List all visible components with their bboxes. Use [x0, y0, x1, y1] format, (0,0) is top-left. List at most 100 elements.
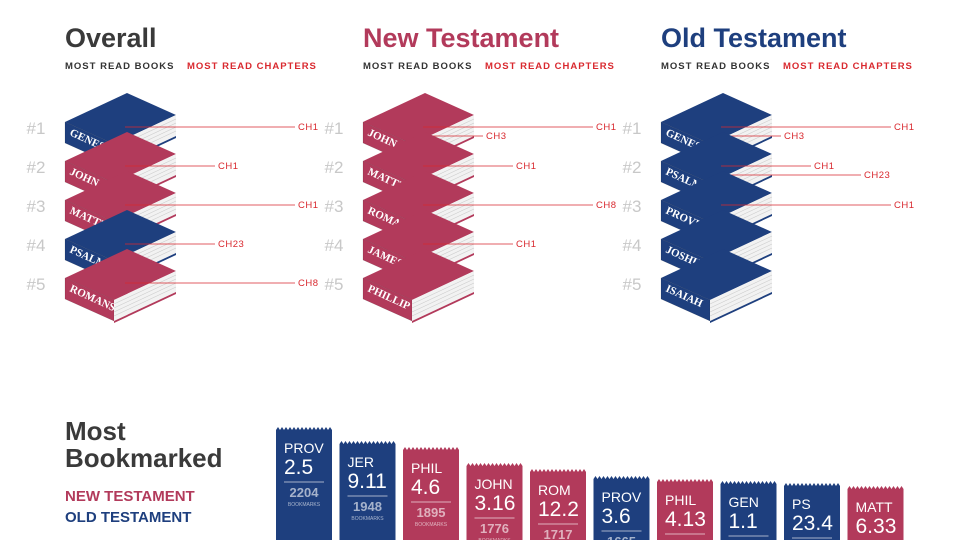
- title-line: Bookmarked: [65, 443, 223, 473]
- verse-ref: 1.1: [729, 510, 758, 533]
- verse-ref: 4.13: [665, 508, 706, 531]
- book-top: [363, 249, 474, 300]
- chapter-label: CH8: [298, 278, 319, 289]
- book-back: [412, 292, 474, 323]
- bookmark-count: 1641: [671, 537, 700, 540]
- page-line: [113, 274, 177, 305]
- chapter-label: CH1: [298, 200, 319, 211]
- page-line: [709, 286, 773, 317]
- chapter-label: CH1: [596, 122, 617, 133]
- rank: #1: [27, 119, 46, 138]
- verse-book: PROV: [284, 440, 324, 456]
- bookmark-ribbon: [720, 481, 777, 540]
- verse-book: PHIL: [665, 492, 696, 508]
- bookmark-ribbon: [466, 463, 523, 540]
- page-line: [411, 286, 475, 317]
- verse-ref: 3.6: [602, 505, 631, 528]
- rank: #3: [623, 197, 642, 216]
- chapter-label: CH1: [814, 161, 835, 172]
- rank: #5: [325, 275, 344, 294]
- tab: MOST READ CHAPTERS: [187, 61, 317, 72]
- chapter-label: CH23: [218, 239, 244, 250]
- verse-book: PROV: [602, 489, 642, 505]
- section-title: Old Testament: [661, 23, 847, 53]
- book-top: [363, 210, 474, 261]
- bookmark-ribbon: [593, 476, 650, 540]
- rank: #4: [27, 236, 46, 255]
- section-title: Overall: [65, 23, 157, 53]
- rank: #5: [27, 275, 46, 294]
- bookmark-unit: BOOKMARKS: [351, 516, 384, 522]
- book-top: [363, 132, 474, 183]
- chapter-label: CH23: [864, 170, 890, 181]
- book-top: [661, 132, 772, 183]
- tab: MOST READ BOOKS: [661, 61, 770, 72]
- page-line: [113, 282, 177, 313]
- page-line: [411, 278, 475, 309]
- rank: #4: [623, 236, 642, 255]
- page-line: [709, 282, 773, 313]
- book-back: [710, 292, 772, 323]
- tab: MOST READ CHAPTERS: [485, 61, 615, 72]
- verse-ref: 12.2: [538, 498, 579, 521]
- verse-ref: 3.16: [475, 492, 516, 515]
- rank: #2: [325, 158, 344, 177]
- verse-ref: 6.33: [856, 515, 897, 538]
- bookmark-ribbon: [530, 469, 586, 540]
- rank: #2: [27, 158, 46, 177]
- book-back: [114, 292, 176, 323]
- page-line: [411, 282, 475, 313]
- book-top: [661, 210, 772, 261]
- bookmark-count: 1895: [417, 505, 446, 520]
- bookmark-ribbon: [784, 483, 840, 540]
- page-line: [113, 286, 177, 317]
- book-top: [363, 93, 474, 144]
- verse-book: MATT: [856, 499, 894, 515]
- page-line: [709, 274, 773, 305]
- verse-book: PHIL: [411, 460, 442, 476]
- book-top: [65, 210, 176, 261]
- tab: MOST READ BOOKS: [363, 61, 472, 72]
- bookmark-count: 1776: [480, 521, 509, 536]
- chapter-label: CH8: [596, 200, 617, 211]
- bookmark-count: 1717: [544, 527, 573, 540]
- verse-book: ROM: [538, 482, 571, 498]
- bookmarked-title: Most Bookmarked: [65, 416, 223, 473]
- bookmark-unit: BOOKMARKS: [478, 538, 511, 540]
- bookmark-ribbon: [403, 447, 459, 540]
- chapter-label: CH1: [894, 200, 915, 211]
- bookmark-unit: BOOKMARKS: [415, 522, 448, 528]
- chapter-label: CH1: [516, 161, 537, 172]
- section-title: New Testament: [363, 23, 559, 53]
- rank: #2: [623, 158, 642, 177]
- verse-book: JER: [348, 454, 374, 470]
- chapter-label: CH1: [218, 161, 239, 172]
- book-top: [661, 249, 772, 300]
- chapter-label: CH1: [894, 122, 915, 133]
- rank: #1: [623, 119, 642, 138]
- book-top: [65, 249, 176, 300]
- verse-ref: 2.5: [284, 456, 313, 479]
- chapter-label: CH3: [784, 131, 805, 142]
- bookmark-count: 2204: [290, 485, 320, 500]
- book-top: [363, 171, 474, 222]
- verse-book: PS: [792, 496, 811, 512]
- verse-ref: 23.4: [792, 512, 833, 535]
- book-top: [661, 171, 772, 222]
- rank: #4: [325, 236, 344, 255]
- book-top: [65, 132, 176, 183]
- bookmark-ribbon: [276, 427, 332, 540]
- title-line: Most: [65, 416, 126, 446]
- bookmark-ribbon: [339, 441, 396, 540]
- verse-book: GEN: [729, 494, 759, 510]
- rank: #5: [623, 275, 642, 294]
- page-line: [113, 278, 177, 309]
- tab: MOST READ CHAPTERS: [783, 61, 913, 72]
- bookmark-ribbon: [847, 486, 904, 540]
- book-top: [65, 171, 176, 222]
- page-line: [709, 278, 773, 309]
- verse-ref: 9.11: [348, 470, 387, 493]
- bookmark-ribbon: [657, 479, 713, 540]
- page-line: [411, 274, 475, 305]
